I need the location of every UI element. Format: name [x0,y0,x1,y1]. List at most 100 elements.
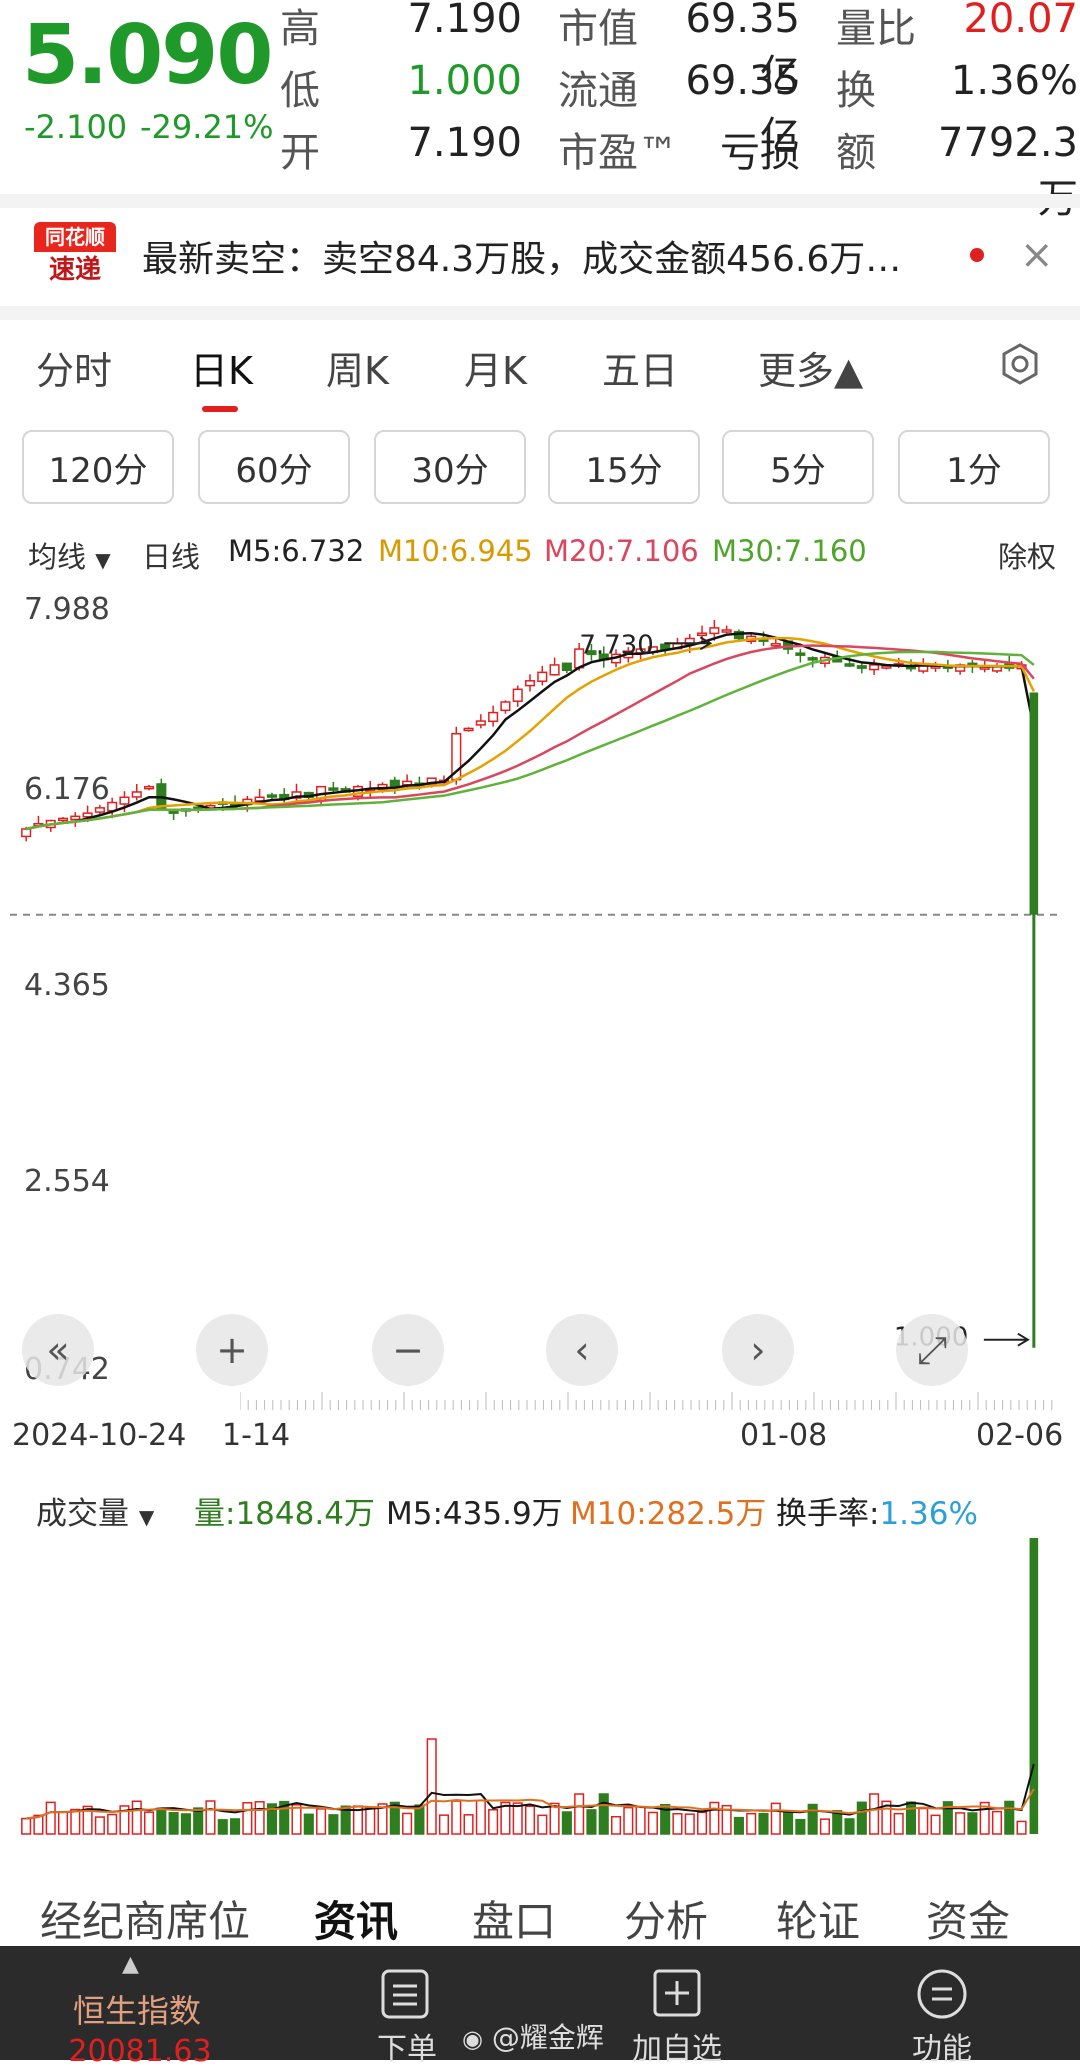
fullscreen-icon[interactable]: ⤢ [896,1314,968,1386]
ma-m10: M10:6.945 [378,534,533,568]
x-tick-label: 2024-10-24 [12,1418,187,1453]
volume-bar [242,1802,253,1835]
tab-intraday[interactable]: 分时 [36,349,113,393]
volume-bar [119,1805,130,1835]
candle [266,794,277,798]
candle [500,701,511,712]
current-price: 5.090 [22,8,273,103]
scroll-to-start-icon[interactable]: « [22,1314,94,1386]
volume-bar [426,1738,437,1835]
tab-broker-seats[interactable]: 经纪商席位 [40,1897,251,1946]
volume-ratio-label: 量比 [836,6,916,52]
high-label: 高 [280,6,320,52]
order-icon[interactable] [380,1968,430,2020]
volume-indicator-label: 成交量 [36,1496,129,1532]
x-tick-label: 01-08 [740,1418,828,1453]
tab-order-book[interactable]: 盘口 [472,1897,557,1946]
period-1min-button[interactable]: 1分 [898,430,1050,504]
scroll-right-icon[interactable]: › [722,1314,794,1386]
period-120min-button[interactable]: 120分 [22,430,174,504]
candlestick-chart[interactable]: 7.730 1.000 [0,590,1080,1390]
volume-bar [254,1801,265,1835]
volume-bar [414,1804,425,1835]
high-marker: 7.730 [579,630,713,660]
tab-daily-k[interactable]: 日K [190,349,253,393]
caret-up-icon: ▲ [122,1952,139,1977]
volume-bar [598,1793,609,1835]
x-axis-ticks [240,1392,1053,1410]
add-watchlist-button[interactable]: 加自选 [632,2032,722,2067]
volume-bar [45,1801,56,1835]
active-tab-indicator [202,406,238,412]
menu-icon[interactable] [916,1968,968,2020]
index-name[interactable]: 恒生指数 [72,1992,201,2030]
settings-icon[interactable] [998,342,1042,386]
volume-bar [856,1801,867,1835]
tab-more[interactable]: 更多▲ [758,349,864,393]
volume-bar [21,1817,32,1835]
volume-bar [168,1812,179,1835]
tab-monthly-k[interactable]: 月K [464,349,527,393]
candle [721,629,732,633]
zoom-in-icon[interactable]: + [196,1314,268,1386]
volume-bar-group [21,1538,1039,1835]
volume-bar [647,1811,658,1835]
candle [770,643,781,647]
volume-bar [819,1818,830,1835]
period-15min-button[interactable]: 15分 [548,430,700,504]
scroll-left-icon[interactable]: ‹ [546,1314,618,1386]
open-value: 7.190 [407,120,522,166]
watermark-text: @耀金辉 [491,2021,604,2054]
period-5min-button[interactable]: 5分 [722,430,874,504]
volume-bar [82,1805,93,1835]
ma-m30: M30:7.160 [712,534,867,568]
ma-selector[interactable]: 均线 ▼ [28,534,111,576]
volume-bar-last [1029,1538,1039,1834]
function-button[interactable]: 功能 [912,2032,972,2067]
candle [488,711,499,723]
candle [586,650,597,656]
candle [807,657,818,661]
candle [795,652,806,656]
volume-bar [488,1809,499,1835]
period-60min-button[interactable]: 60分 [198,430,350,504]
candle [537,671,548,682]
market-cap-label: 市值 [558,6,638,52]
volume-bar [967,1812,978,1835]
candle [94,807,105,813]
candle [549,664,560,676]
volume-bar [1004,1800,1015,1835]
candle [291,791,302,799]
volume-bar [303,1813,314,1835]
volume-bar [758,1812,769,1835]
tab-news[interactable]: 资讯 [314,1897,399,1946]
volume-bar [512,1802,523,1835]
tab-warrants[interactable]: 轮证 [776,1897,861,1946]
tab-capital-flow[interactable]: 资金 [926,1897,1011,1946]
candle [561,662,572,671]
high-marker-arrowhead [699,636,713,651]
tab-analysis[interactable]: 分析 [624,1897,709,1946]
volume-bar [807,1803,818,1835]
period-30min-button[interactable]: 30分 [374,430,526,504]
add-watchlist-icon[interactable] [652,1968,702,2018]
y-tick-label: 6.176 [24,772,110,807]
price-change-pct: -29.21% [140,108,274,146]
order-button[interactable]: 下单 [377,2032,437,2067]
volume-bar [709,1801,720,1835]
tab-weekly-k[interactable]: 周K [326,349,389,393]
volume-bar [684,1813,695,1835]
volume-bar [180,1813,191,1835]
news-ticker[interactable]: 最新卖空：卖空84.3万股，成交金额456.6万… [142,239,902,280]
volume-bar [70,1808,81,1835]
low-label: 低 [280,68,320,114]
volume-bar [610,1815,622,1835]
volume-indicator-selector[interactable]: 成交量 ▼ [36,1488,154,1533]
candle-group [21,619,1027,842]
tab-five-day[interactable]: 五日 [602,349,679,393]
close-icon[interactable]: × [1020,232,1054,278]
zoom-out-icon[interactable]: − [372,1314,444,1386]
adjust-button[interactable]: 除权 [998,540,1057,574]
volume-bar [107,1813,118,1835]
volume-bar [316,1808,327,1835]
